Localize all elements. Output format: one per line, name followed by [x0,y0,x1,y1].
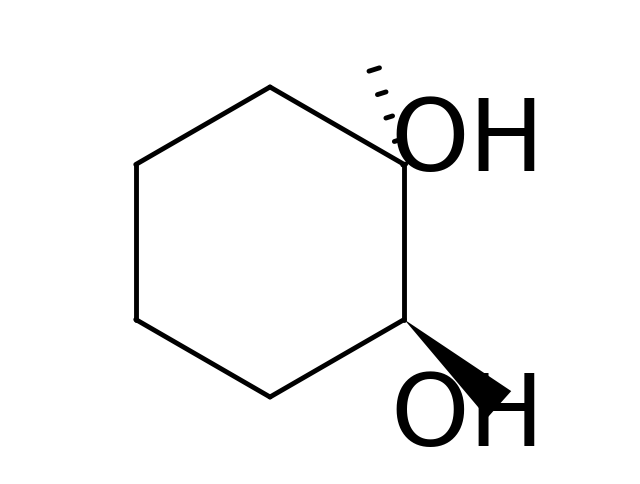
Polygon shape [404,319,511,418]
Text: OH: OH [390,370,544,467]
Text: OH: OH [390,95,544,192]
